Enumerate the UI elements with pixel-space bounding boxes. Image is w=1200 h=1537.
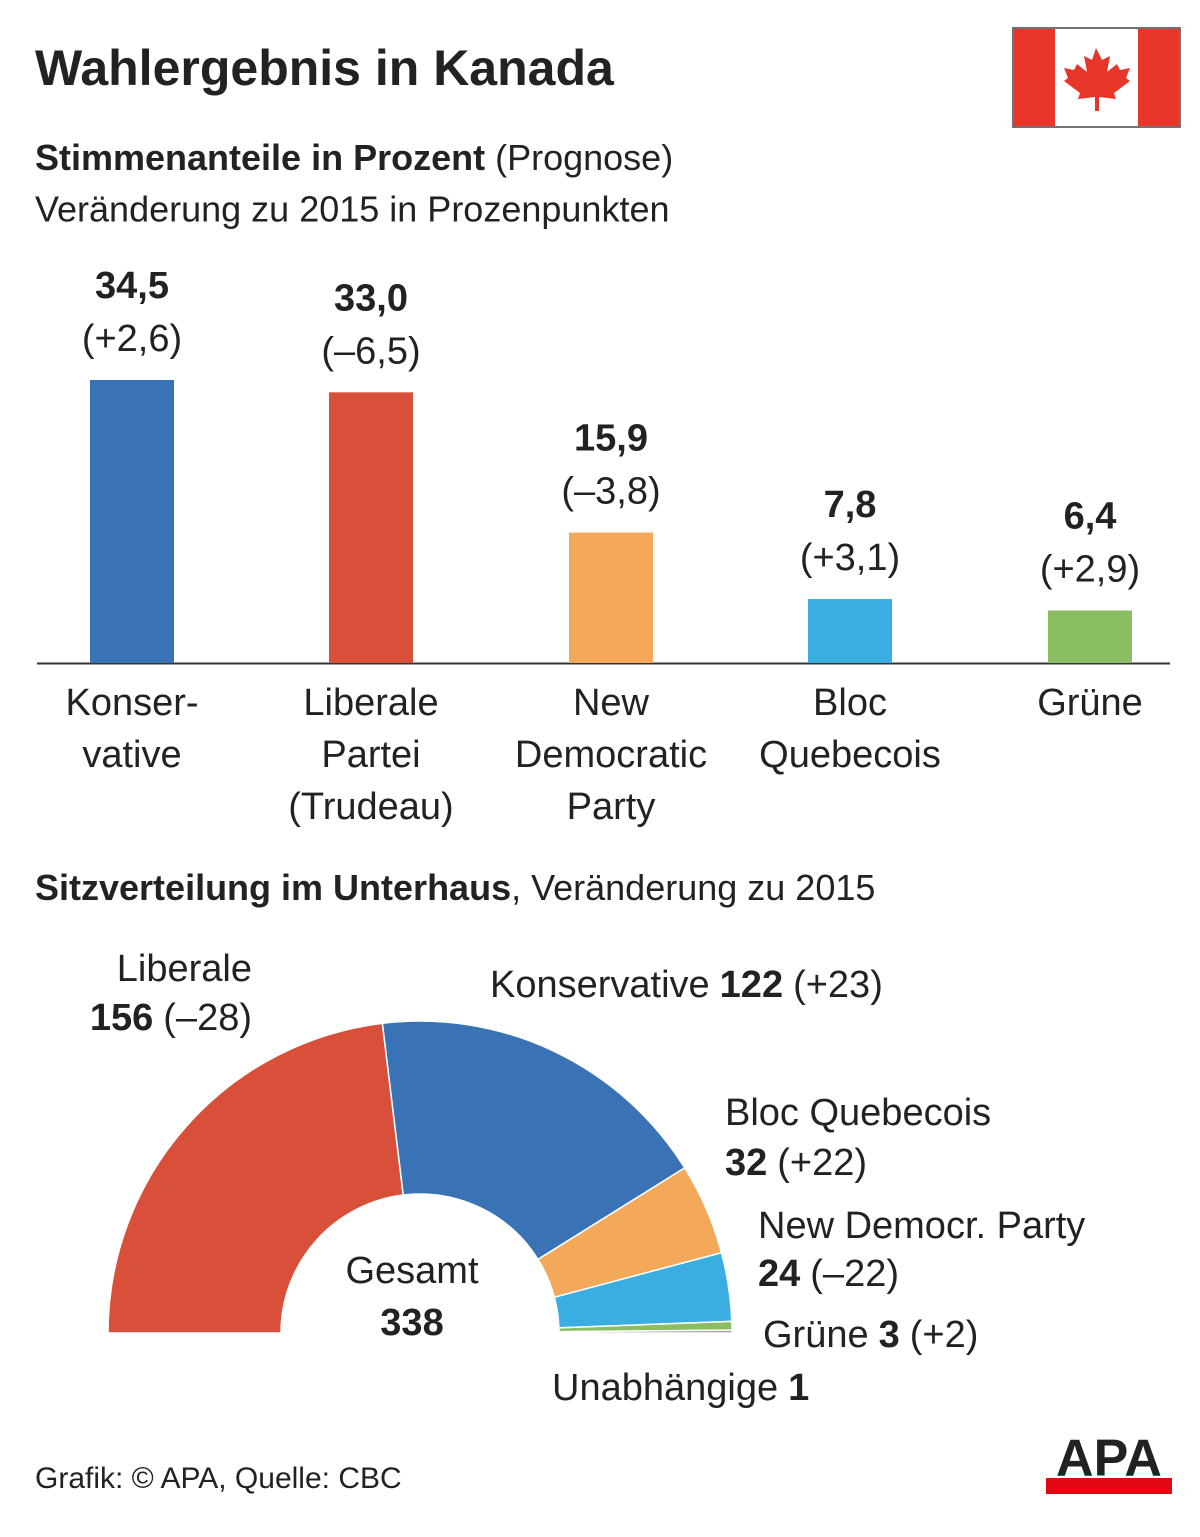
- segment-value: 122: [720, 964, 783, 1006]
- segment-label: Unabhängige 1: [552, 1367, 809, 1409]
- segment-value: 3: [879, 1314, 900, 1356]
- category-label: New Democratic Party: [514, 682, 708, 828]
- bar: [569, 532, 653, 663]
- change-label: (+2,6): [82, 318, 182, 360]
- segment-label: New Democr. Party: [758, 1205, 1085, 1247]
- segment-name: Bloc Quebecois: [725, 1092, 991, 1134]
- segment-name: Unabhängige: [552, 1367, 778, 1409]
- segment-change: (+2): [910, 1314, 979, 1356]
- segment-value: 24: [758, 1253, 800, 1295]
- change-label: (–6,5): [321, 330, 420, 372]
- bar-chart-title-note: (Prognose): [495, 137, 673, 178]
- bar-chart-title: Stimmenanteile in Prozent (Prognose): [35, 137, 673, 178]
- seat-chart-title: Sitzverteilung im Unterhaus, Veränderung…: [35, 867, 875, 908]
- category-label: Liberale Partei (Trudeau): [288, 682, 454, 828]
- seat-segment: [381, 1020, 686, 1261]
- flag: [1012, 27, 1181, 128]
- segment-label: 32 (+22): [725, 1142, 867, 1184]
- change-label: (+3,1): [800, 537, 900, 579]
- segment-value: 1: [788, 1367, 809, 1409]
- category-label: Grüne: [1037, 682, 1143, 724]
- segment-label: Bloc Quebecois: [725, 1092, 991, 1134]
- segment-label: Konservative 122 (+23): [490, 964, 883, 1006]
- segment-name: Liberale: [117, 948, 252, 990]
- seat-segment: [558, 1329, 733, 1334]
- segment-change: (+22): [777, 1142, 867, 1184]
- logo-text: APA: [1056, 1430, 1162, 1488]
- value-label: 7,8: [824, 484, 877, 526]
- bar: [808, 599, 892, 663]
- page-title: Wahlergebnis in Kanada: [35, 40, 615, 96]
- segment-label: 24 (–22): [758, 1253, 899, 1295]
- segment-name: Konservative: [490, 964, 710, 1006]
- change-label: (–3,8): [561, 471, 660, 513]
- category-label: Konser- vative: [65, 682, 199, 776]
- bar: [90, 380, 174, 663]
- segment-label: Liberale: [117, 948, 252, 990]
- change-label: (+2,9): [1040, 549, 1140, 591]
- seat-chart-title-note: , Veränderung zu 2015: [511, 867, 875, 908]
- segment-label: 156 (–28): [90, 997, 252, 1039]
- value-label: 33,0: [334, 277, 408, 319]
- logo: APA: [1046, 1430, 1172, 1494]
- seat-chart-title-main: Sitzverteilung im Unterhaus: [35, 867, 511, 908]
- segment-name: New Democr. Party: [758, 1205, 1085, 1247]
- source: Grafik: © APA, Quelle: CBC: [35, 1462, 402, 1495]
- segment-value: 156: [90, 997, 153, 1039]
- bar-chart-subtitle: Veränderung zu 2015 in Prozenpunkten: [35, 189, 669, 230]
- center-total: 338: [380, 1302, 443, 1344]
- segment-name: Grüne: [763, 1314, 869, 1356]
- seat-segment: [107, 1022, 405, 1334]
- category-label: Bloc Quebecois: [759, 682, 941, 776]
- value-label: 15,9: [574, 418, 648, 460]
- segment-label: Grüne 3 (+2): [763, 1314, 978, 1356]
- bar: [1048, 610, 1132, 663]
- segment-change: (–22): [810, 1253, 899, 1295]
- bar-chart-title-main: Stimmenanteile in Prozent: [35, 137, 485, 178]
- segment-value: 32: [725, 1142, 767, 1184]
- bar: [329, 392, 413, 663]
- center-label: Gesamt: [345, 1250, 478, 1292]
- value-label: 6,4: [1064, 496, 1117, 538]
- segment-change: (–28): [163, 997, 252, 1039]
- value-label: 34,5: [95, 265, 169, 307]
- segment-change: (+23): [793, 964, 883, 1006]
